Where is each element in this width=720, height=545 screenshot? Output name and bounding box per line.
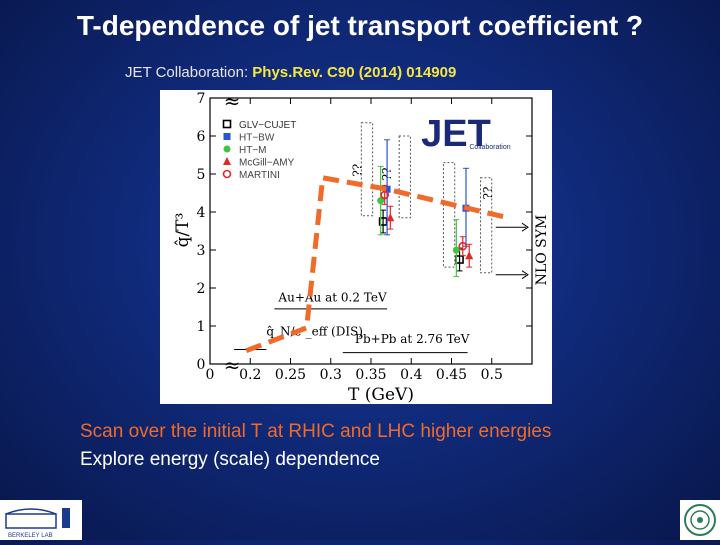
rhic-annotation: Au+Au at 0.2 TeV — [277, 290, 387, 304]
legend-label: HT−M — [239, 145, 267, 156]
y-tick-label: 4 — [197, 205, 206, 221]
citation-prefix: JET Collaboration: — [125, 64, 253, 81]
data-point — [465, 251, 474, 260]
x-tick-label: 0.2 — [239, 367, 261, 383]
legend-label: HT−BW — [239, 133, 275, 144]
bullet-item: Scan over the initial T at RHIC and LHC … — [80, 421, 552, 442]
unknown-marker: ?? — [350, 164, 364, 177]
uncertainty-band — [398, 135, 411, 219]
y-tick-label: 0 — [197, 357, 206, 373]
citation-reference: Phys.Rev. C90 (2014) 014909 — [252, 64, 457, 81]
data-point — [377, 197, 385, 205]
x-tick-label: 0.45 — [436, 367, 467, 383]
slide-title: T-dependence of jet transport coefficien… — [76, 10, 644, 41]
nlo-arrow-head — [521, 270, 529, 280]
bullet-list: Scan over the initial T at RHIC and LHC … — [80, 418, 551, 474]
y-axis-label: q̂/T³ — [173, 213, 193, 248]
uncertainty-band — [442, 162, 456, 268]
y-tick-label: 1 — [197, 319, 206, 335]
university-seal-logo — [680, 500, 720, 540]
qhat-temperature-chart: 0 1 2 3 4 5 6 7 0 0.2 0.25 0.3 0.35 0.4 0.45 0.5 T (GeV)… — [160, 90, 552, 404]
x-tick-label: 0.35 — [355, 367, 386, 383]
data-point — [380, 190, 389, 200]
legend-label: GLV−CUJET — [239, 120, 296, 131]
y-tick-label: 7 — [197, 91, 206, 107]
legend-marker — [222, 119, 232, 129]
citation: JET Collaboration: Phys.Rev. C90 (2014) … — [125, 64, 456, 81]
unknown-marker: ?? — [481, 187, 495, 200]
nlo-sym-label: NLO SYM — [534, 215, 550, 286]
lhc-annotation: Pb+Pb at 2.76 TeV — [355, 332, 470, 346]
bullet-item: Explore energy (scale) dependence — [80, 449, 380, 470]
axis-break-mark: ≈ — [224, 90, 241, 113]
legend-label: McGill−AMY — [239, 158, 295, 169]
uncertainty-band — [479, 177, 493, 274]
data-point — [458, 241, 468, 251]
y-tick-label: 3 — [197, 243, 206, 259]
uncertainty-band — [360, 122, 374, 217]
legend-label: MARTINI — [239, 170, 280, 181]
berkeley-lab-label: BERKELEY LAB — [8, 533, 53, 539]
axis-break-mark: ≈ — [224, 353, 241, 377]
nlo-arrow-head — [521, 222, 529, 232]
legend-marker — [223, 145, 231, 153]
y-tick-label: 5 — [197, 167, 206, 183]
x-tick-label: 0.3 — [320, 367, 342, 383]
y-tick-label: 2 — [197, 281, 206, 297]
legend-marker — [223, 133, 231, 140]
legend-marker — [222, 169, 232, 179]
data-point — [383, 185, 391, 193]
y-tick-label: 6 — [197, 129, 206, 145]
temperature-trend-line — [245, 175, 509, 354]
berkeley-lab-logo: BERKELEY LAB — [0, 500, 82, 540]
x-tick-label: 0.4 — [400, 367, 422, 383]
x-tick-label: 0.25 — [275, 367, 306, 383]
jet-logo-subtext: Collaboration — [469, 144, 510, 151]
x-axis-label: T (GeV) — [348, 385, 414, 404]
x-tick-label: 0 — [206, 367, 215, 383]
dis-annotation: q̂_N/ε³_eff (DIS) — [266, 325, 363, 339]
data-point — [452, 246, 460, 254]
data-point — [386, 213, 395, 222]
legend-marker — [223, 157, 231, 165]
jet-logo-text: JET — [421, 113, 491, 155]
x-tick-label: 0.5 — [481, 367, 503, 383]
